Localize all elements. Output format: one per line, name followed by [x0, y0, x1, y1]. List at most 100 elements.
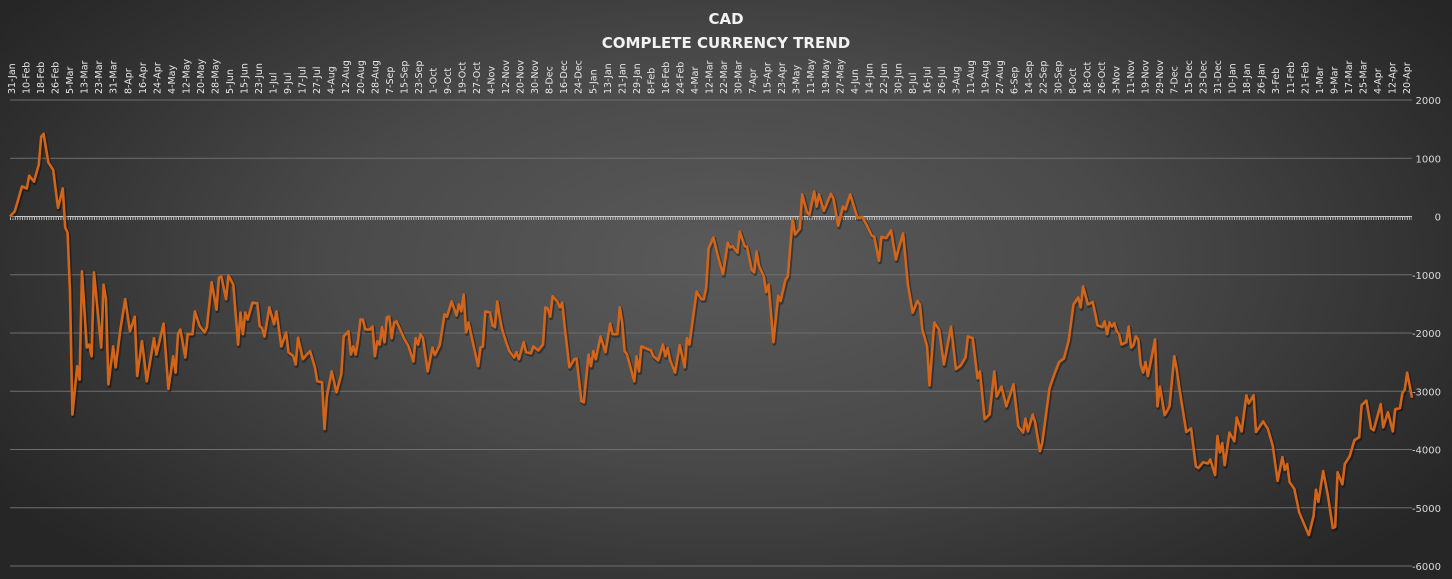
x-tick-label: 21-Jan: [617, 63, 628, 94]
x-tick-label: 24-Apr: [152, 62, 163, 94]
x-tick-label: 5-Mar: [65, 67, 76, 94]
x-tick-label: 12-May: [181, 58, 192, 94]
x-tick-label: 30-Sep: [1053, 61, 1064, 94]
x-tick-label: 27-Aug: [995, 60, 1006, 94]
x-tick-label: 31-Jan: [7, 63, 18, 94]
x-tick-label: 23-Dec: [1199, 60, 1210, 94]
x-tick-label: 16-Dec: [559, 60, 570, 94]
y-axis-tick-labels: 2000 1000 0 -1000 -2000 -3000 -4000 -5000 -6000: [1412, 96, 1441, 573]
x-tick-label: 9-Mar: [1329, 67, 1340, 94]
y-tick-label: -3000: [1412, 387, 1441, 398]
x-tick-label: 11-May: [806, 58, 817, 94]
x-tick-label: 4-Nov: [487, 66, 498, 94]
x-tick-label: 22-Jun: [879, 63, 890, 94]
x-tick-label: 15-Sep: [399, 61, 410, 94]
x-tick-label: 17-Mar: [1344, 60, 1355, 94]
x-tick-label: 8-Jul: [908, 73, 919, 94]
x-tick-label: 23-Mar: [94, 60, 105, 94]
x-axis-line: [10, 216, 1412, 220]
x-tick-label: 1-Mar: [1315, 67, 1326, 94]
x-tick-label: 8-Oct: [1068, 68, 1079, 94]
x-tick-label: 26-Jan: [1257, 63, 1268, 94]
x-tick-label: 27-Oct: [472, 62, 483, 94]
x-tick-label: 4-Mar: [690, 67, 701, 94]
x-tick-label: 4-Jun: [850, 69, 861, 94]
x-tick-label: 30-Jun: [893, 63, 904, 94]
y-tick-label: 0: [1435, 213, 1441, 224]
x-tick-label: 7-Apr: [748, 68, 759, 94]
x-tick-label: 16-Feb: [661, 62, 672, 94]
x-tick-label: 3-May: [792, 65, 803, 94]
x-tick-label: 28-Aug: [370, 60, 381, 94]
x-tick-label: 11-Nov: [1126, 60, 1137, 94]
x-tick-label: 26-Oct: [1097, 62, 1108, 94]
series-group: [9, 132, 1415, 539]
x-tick-label: 1-Oct: [428, 68, 439, 94]
x-tick-label: 23-Sep: [414, 61, 425, 94]
gridlines: [10, 99, 1412, 567]
chart-subtitle: COMPLETE CURRENCY TREND: [602, 34, 850, 52]
x-tick-label: 10-Feb: [22, 62, 33, 94]
x-tick-label: 6-Sep: [1010, 67, 1021, 94]
x-tick-label: 20-May: [196, 58, 207, 94]
x-tick-label: 9-Oct: [443, 68, 454, 94]
x-tick-label: 23-Jun: [254, 63, 265, 94]
x-tick-label: 30-Nov: [530, 60, 541, 94]
x-tick-label: 9-Jul: [283, 73, 294, 94]
x-tick-label: 7-Dec: [1170, 66, 1181, 94]
x-tick-label: 17-Jul: [298, 66, 309, 94]
x-tick-label: 5-Jan: [588, 69, 599, 94]
x-tick-label: 15-Apr: [763, 62, 774, 94]
x-tick-label: 8-Feb: [646, 68, 657, 94]
x-tick-label: 20-Aug: [356, 60, 367, 94]
x-tick-label: 4-Aug: [327, 66, 338, 94]
x-tick-label: 11-Aug: [966, 60, 977, 94]
y-tick-label: -1000: [1412, 271, 1441, 282]
x-tick-label: 3-Aug: [952, 66, 963, 94]
x-tick-label: 14-Sep: [1024, 61, 1035, 94]
x-tick-label: 3-Nov: [1111, 66, 1122, 94]
x-tick-label: 8-Dec: [545, 66, 556, 94]
y-tick-label: -4000: [1412, 446, 1441, 457]
x-tick-label: 16-Apr: [138, 62, 149, 94]
x-tick-label: 19-Aug: [981, 60, 992, 94]
x-tick-label: 15-Jun: [240, 63, 251, 94]
x-tick-label: 27-Jul: [312, 66, 323, 94]
x-tick-label: 24-Dec: [574, 60, 585, 94]
series-line-cad: [9, 132, 1414, 537]
x-tick-label: 12-Aug: [341, 60, 352, 94]
x-tick-label: 29-Jan: [632, 63, 643, 94]
x-tick-label: 20-Apr: [1402, 62, 1413, 94]
x-tick-label: 25-Mar: [1358, 60, 1369, 94]
x-tick-label: 24-Feb: [675, 62, 686, 94]
x-tick-label: 5-Jun: [225, 69, 236, 94]
x-tick-label: 7-Sep: [385, 67, 396, 94]
x-tick-label: 8-Apr: [123, 68, 134, 94]
x-tick-label: 13-Jan: [603, 63, 614, 94]
x-tick-label: 13-Mar: [80, 60, 91, 94]
x-tick-label: 26-Feb: [51, 62, 62, 94]
series-line-shadow: [9, 133, 1415, 539]
x-tick-label: 18-Oct: [1082, 62, 1093, 94]
x-tick-label: 26-Jul: [937, 66, 948, 94]
x-tick-label: 19-Nov: [1140, 60, 1151, 94]
x-tick-label: 19-May: [821, 58, 832, 94]
x-tick-label: 16-Jul: [922, 66, 933, 94]
x-tick-label: 18-Feb: [36, 62, 47, 94]
x-tick-label: 4-Apr: [1373, 68, 1384, 94]
y-tick-label: 2000: [1416, 96, 1441, 107]
x-tick-label: 19-Oct: [457, 62, 468, 94]
x-tick-label: 18-Jan: [1242, 63, 1253, 94]
x-axis-tick-labels: 31-Jan 10-Feb 18-Feb 26-Feb 5-Mar 13-Mar 23-Ma…: [7, 58, 1413, 94]
y-tick-label: 1000: [1416, 154, 1441, 165]
x-tick-label: 1-Jul: [269, 73, 280, 94]
x-tick-label: 14-Jun: [864, 63, 875, 94]
x-tick-label: 30-Mar: [734, 60, 745, 94]
x-tick-label: 21-Feb: [1300, 62, 1311, 94]
x-tick-label: 11-Feb: [1286, 62, 1297, 94]
x-tick-label: 15-Dec: [1184, 60, 1195, 94]
x-tick-label: 12-Nov: [501, 60, 512, 94]
x-tick-label: 10-Jan: [1228, 63, 1239, 94]
x-tick-label: 20-Nov: [516, 60, 527, 94]
